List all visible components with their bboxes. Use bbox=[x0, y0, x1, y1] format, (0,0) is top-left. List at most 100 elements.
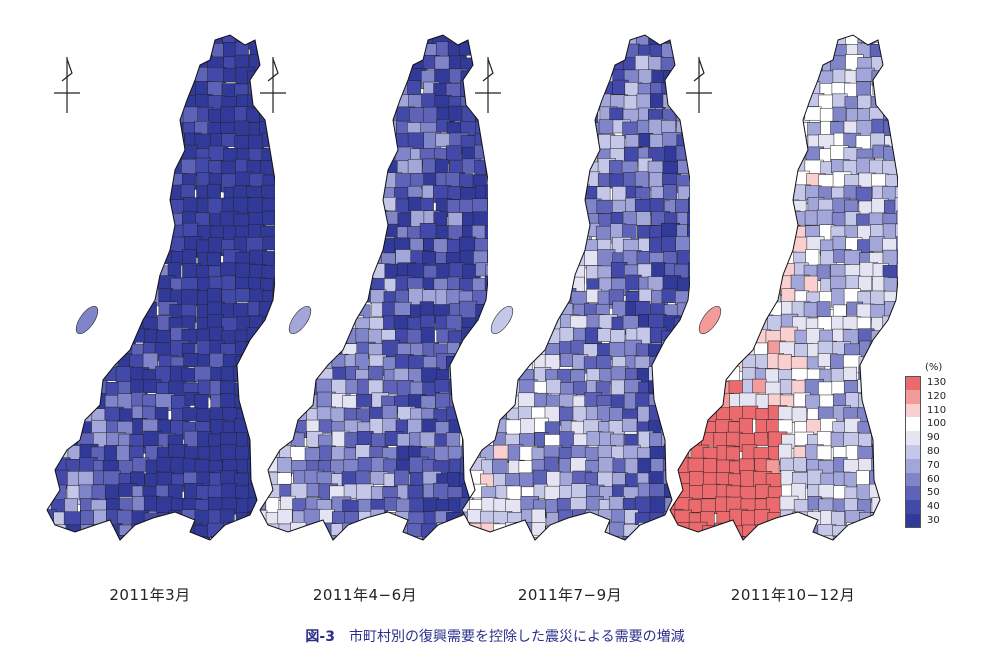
municipality-region bbox=[467, 264, 482, 282]
municipality-region bbox=[291, 288, 311, 306]
municipality-region bbox=[260, 251, 269, 266]
municipality-region bbox=[869, 236, 885, 252]
municipality-region bbox=[47, 171, 58, 186]
municipality-region bbox=[741, 132, 757, 150]
map-panel-2 bbox=[238, 20, 488, 560]
municipality-region bbox=[857, 535, 874, 540]
municipality-region bbox=[768, 132, 788, 149]
municipality-region bbox=[478, 159, 495, 175]
period-label-3: 2011年7−9月 bbox=[517, 586, 623, 604]
municipality-region bbox=[779, 35, 799, 44]
municipality-region bbox=[559, 105, 574, 122]
municipality-region bbox=[596, 93, 612, 108]
municipality-region bbox=[727, 226, 748, 245]
municipality-region bbox=[882, 44, 897, 61]
municipality-region bbox=[781, 161, 799, 180]
municipality-region bbox=[462, 381, 474, 396]
municipality-region bbox=[357, 239, 372, 254]
municipality-region bbox=[872, 382, 891, 399]
municipality-region bbox=[726, 121, 742, 138]
municipality-region bbox=[142, 200, 162, 220]
municipality-region bbox=[168, 41, 186, 57]
municipality-region bbox=[194, 366, 212, 382]
municipality-region bbox=[409, 497, 425, 513]
municipality-region bbox=[291, 352, 309, 370]
municipality-region bbox=[894, 315, 898, 330]
legend-label: 100 bbox=[927, 418, 947, 430]
municipality-region bbox=[129, 224, 147, 244]
municipality-region bbox=[104, 108, 119, 127]
municipality-region bbox=[505, 171, 523, 186]
municipality-region bbox=[292, 170, 308, 185]
municipality-region bbox=[543, 54, 560, 69]
municipality-region bbox=[715, 56, 732, 76]
municipality-region bbox=[155, 41, 170, 58]
municipality-region bbox=[508, 133, 526, 152]
municipality-region bbox=[595, 35, 611, 47]
municipality-region bbox=[609, 173, 625, 188]
municipality-region bbox=[690, 158, 707, 174]
municipality-region bbox=[688, 35, 708, 44]
municipality-region bbox=[260, 277, 269, 296]
municipality-region bbox=[596, 199, 614, 214]
municipality-region bbox=[90, 536, 107, 540]
municipality-region bbox=[714, 120, 734, 138]
municipality-region bbox=[118, 222, 136, 242]
municipality-region bbox=[462, 53, 474, 72]
municipality-region bbox=[260, 380, 268, 397]
municipality-region bbox=[53, 158, 71, 178]
municipality-region bbox=[356, 393, 372, 408]
municipality-region bbox=[532, 304, 547, 318]
municipality-region bbox=[778, 419, 793, 434]
municipality-region bbox=[766, 95, 782, 114]
municipality-region bbox=[462, 235, 473, 254]
legend-label: 80 bbox=[927, 446, 940, 457]
municipality-region bbox=[47, 146, 56, 163]
municipality-region bbox=[869, 341, 887, 360]
municipality-region bbox=[883, 486, 898, 505]
municipality-region bbox=[53, 378, 70, 398]
municipality-region bbox=[341, 522, 360, 540]
municipality-region bbox=[302, 161, 318, 180]
municipality-region bbox=[54, 538, 71, 540]
municipality-region bbox=[462, 199, 471, 219]
municipality-region bbox=[726, 147, 744, 163]
sado-island bbox=[288, 305, 312, 335]
municipality-region bbox=[505, 419, 523, 436]
municipality-region bbox=[754, 94, 774, 111]
municipality-region bbox=[468, 41, 483, 57]
municipality-region bbox=[742, 316, 760, 334]
legend-swatch bbox=[905, 417, 921, 432]
municipality-region bbox=[354, 199, 371, 215]
municipality-region bbox=[370, 223, 384, 238]
municipality-region bbox=[816, 301, 831, 318]
municipality-region bbox=[556, 171, 574, 186]
municipality-region bbox=[670, 186, 682, 203]
legend-label: 90 bbox=[927, 432, 940, 444]
municipality-region bbox=[77, 134, 95, 151]
municipality-region bbox=[670, 239, 682, 255]
municipality-region bbox=[869, 420, 888, 435]
municipality-region bbox=[260, 236, 269, 251]
municipality-region bbox=[690, 237, 711, 254]
municipality-region bbox=[663, 184, 677, 200]
municipality-region bbox=[688, 356, 708, 376]
municipality-region bbox=[266, 35, 282, 48]
municipality-region bbox=[688, 287, 706, 306]
municipality-region bbox=[766, 108, 782, 125]
municipality-region bbox=[675, 304, 693, 320]
municipality-region bbox=[169, 94, 183, 111]
municipality-region bbox=[331, 132, 349, 148]
municipality-region bbox=[129, 197, 149, 213]
municipality-region bbox=[318, 68, 335, 85]
municipality-region bbox=[116, 249, 135, 265]
municipality-region bbox=[292, 54, 308, 70]
municipality-region bbox=[572, 534, 592, 540]
municipality-region bbox=[267, 342, 285, 357]
municipality-region bbox=[687, 186, 702, 203]
municipality-region bbox=[740, 290, 760, 307]
municipality-region bbox=[316, 80, 333, 95]
municipality-region bbox=[128, 184, 148, 204]
municipality-region bbox=[394, 535, 412, 540]
municipality-region bbox=[462, 249, 471, 264]
